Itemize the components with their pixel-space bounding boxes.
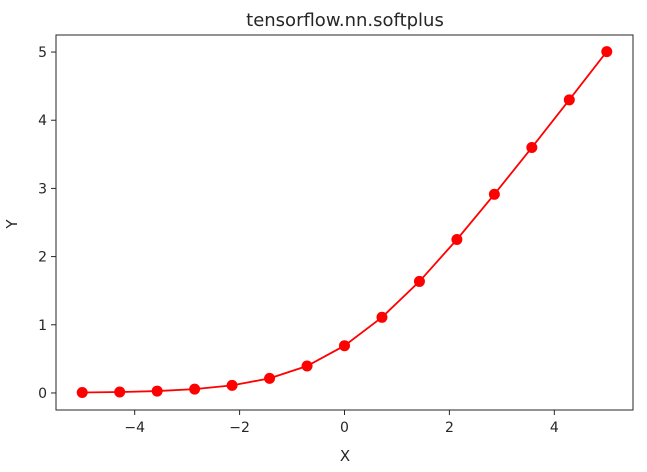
data-point	[264, 372, 276, 384]
series-layer	[76, 46, 613, 398]
x-tick-label: −2	[229, 420, 250, 436]
data-point	[151, 385, 163, 397]
data-point	[601, 46, 613, 58]
y-tick-label: 0	[38, 386, 47, 402]
x-tick-label: 4	[550, 420, 559, 436]
data-point	[339, 340, 350, 352]
data-point	[76, 386, 88, 398]
data-point	[451, 233, 463, 245]
x-tick-label: −4	[124, 420, 145, 436]
y-tick-label: 3	[38, 181, 47, 197]
y-axis-label: Y	[3, 219, 21, 230]
x-tick-label: 2	[445, 420, 454, 436]
data-point	[114, 386, 126, 398]
y-tick-label: 5	[38, 45, 47, 61]
chart-title: tensorflow.nn.softplus	[246, 10, 444, 31]
ticks-layer: −4 −2 0 2 4 0 1 2 3 4 5	[38, 45, 559, 436]
data-point	[301, 360, 313, 372]
data-point	[226, 379, 238, 391]
y-tick-label: 2	[38, 250, 47, 266]
x-axis-label: X	[340, 447, 350, 465]
data-point	[526, 142, 538, 154]
y-tick-label: 1	[38, 318, 47, 334]
data-point	[488, 188, 500, 200]
data-point	[563, 94, 575, 106]
x-tick-label: 0	[340, 420, 349, 436]
data-point	[376, 311, 388, 323]
data-point	[189, 383, 201, 395]
data-point	[413, 275, 425, 287]
y-tick-label: 4	[38, 113, 47, 129]
